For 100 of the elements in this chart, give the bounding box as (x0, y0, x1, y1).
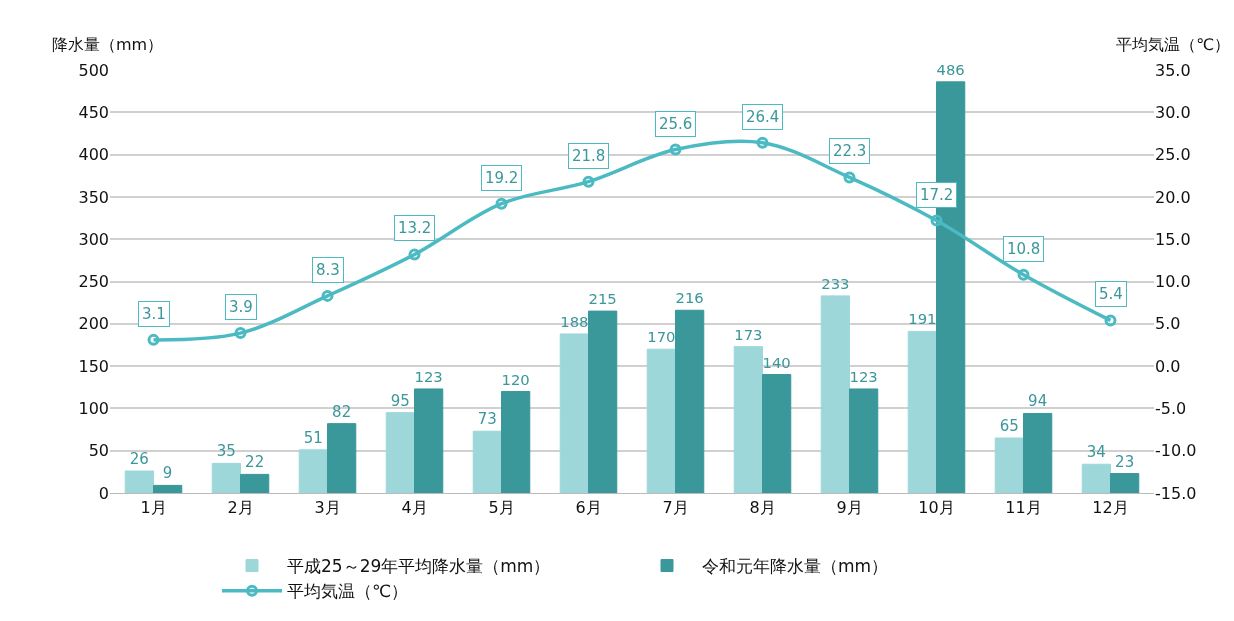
y2-tick-label: -10.0 (1155, 441, 1197, 461)
bar (1081, 463, 1111, 493)
bar (762, 374, 792, 493)
bar (501, 390, 531, 493)
y2-tick-label: 0.0 (1155, 356, 1181, 376)
data-label: 8.3 (316, 261, 340, 279)
point (669, 143, 682, 156)
data-label: 123 (414, 367, 443, 385)
x-tick-label: 9月 (836, 498, 863, 518)
x-tick-label: 2月 (227, 498, 254, 518)
x-tick-label: 6月 (575, 498, 602, 518)
bar (733, 346, 763, 493)
y2-tick-label: 20.0 (1155, 187, 1191, 207)
data-label: 120 (501, 370, 530, 388)
bar (385, 412, 415, 493)
data-label: 51 (303, 428, 323, 447)
x-tick-label: 8月 (749, 498, 776, 518)
legend-label: 令和元年降水量（mm） (702, 556, 889, 577)
y-tick-label: 100 (78, 399, 109, 418)
bar (907, 330, 937, 493)
data-label: 3.1 (142, 305, 166, 323)
bar (414, 388, 444, 493)
bar (559, 333, 589, 493)
data-label: 73 (477, 410, 497, 429)
data-label: 35 (216, 442, 236, 461)
bar (1110, 473, 1140, 493)
y-tick-label: 50 (88, 441, 109, 461)
y2-tick-label: 5.0 (1155, 314, 1181, 334)
data-label: 95 (390, 391, 410, 410)
bar (124, 470, 154, 493)
point (234, 327, 247, 340)
data-label: 94 (1028, 392, 1048, 411)
data-label: 486 (936, 60, 965, 78)
bar (298, 449, 328, 493)
data-label: 123 (849, 367, 878, 385)
data-label: 82 (332, 402, 352, 421)
point (582, 175, 595, 188)
x-tick-label: 1月 (140, 498, 167, 518)
bar (240, 473, 270, 493)
data-label: 5.4 (1099, 285, 1123, 303)
bar (211, 462, 241, 493)
data-label: 13.2 (398, 219, 432, 237)
data-label: 22 (245, 453, 265, 472)
data-label: 140 (762, 353, 791, 371)
y-tick-label: 400 (78, 145, 109, 165)
bar (994, 437, 1024, 493)
data-label: 21.8 (572, 147, 606, 165)
y-axis-title: 降水量（mm） (52, 35, 164, 54)
y2-tick-label: 15.0 (1155, 229, 1191, 249)
point (843, 171, 856, 184)
point (495, 197, 508, 210)
y-tick-label: 250 (78, 272, 109, 292)
point (930, 214, 943, 227)
x-tick-label: 11月 (1005, 498, 1042, 518)
data-label: 188 (560, 313, 589, 330)
y-tick-label: 350 (78, 187, 109, 207)
data-label: 23 (1115, 452, 1135, 471)
data-label: 216 (675, 289, 704, 307)
point (1104, 314, 1117, 327)
point (147, 333, 160, 346)
y2-tick-label: 30.0 (1155, 102, 1191, 122)
legend-label: 平均気温（℃） (287, 581, 409, 602)
data-label: 3.9 (229, 298, 253, 316)
data-label: 10.8 (1007, 240, 1041, 258)
bar (327, 423, 357, 493)
bar (820, 295, 850, 493)
data-label: 173 (734, 325, 763, 343)
x-tick-label: 12月 (1092, 498, 1129, 518)
point (321, 289, 334, 302)
bar (675, 309, 705, 493)
data-label: 170 (647, 328, 676, 346)
y2-axis-title: 平均気温（℃） (1116, 35, 1230, 54)
data-label: 233 (821, 274, 850, 292)
y-tick-label: 200 (78, 314, 109, 334)
data-label: 25.6 (659, 115, 693, 133)
x-tick-label: 7月 (662, 498, 689, 518)
y-tick-label: 0 (98, 483, 109, 503)
y2-tick-label: 10.0 (1155, 272, 1191, 292)
y2-tick-label: 35.0 (1155, 60, 1191, 80)
y2-tick-label: -15.0 (1155, 483, 1197, 503)
data-label: 17.2 (920, 186, 954, 204)
data-label: 191 (908, 310, 937, 328)
point (1017, 268, 1030, 281)
bar (153, 484, 183, 493)
x-tick-label: 5月 (488, 498, 515, 518)
bar (588, 310, 618, 493)
data-label: 26.4 (746, 108, 780, 126)
x-tick-label: 4月 (401, 498, 428, 518)
bar (1023, 412, 1053, 493)
data-label: 215 (588, 290, 617, 308)
y2-tick-label: -5.0 (1155, 399, 1187, 418)
y-tick-label: 300 (78, 229, 109, 249)
x-tick-label: 3月 (314, 498, 341, 518)
point (756, 136, 769, 149)
bar (849, 388, 879, 493)
point (408, 248, 421, 261)
data-label: 34 (1086, 443, 1106, 462)
y-tick-label: 450 (78, 102, 109, 122)
data-label: 26 (129, 450, 149, 468)
y-tick-label: 500 (78, 60, 109, 80)
